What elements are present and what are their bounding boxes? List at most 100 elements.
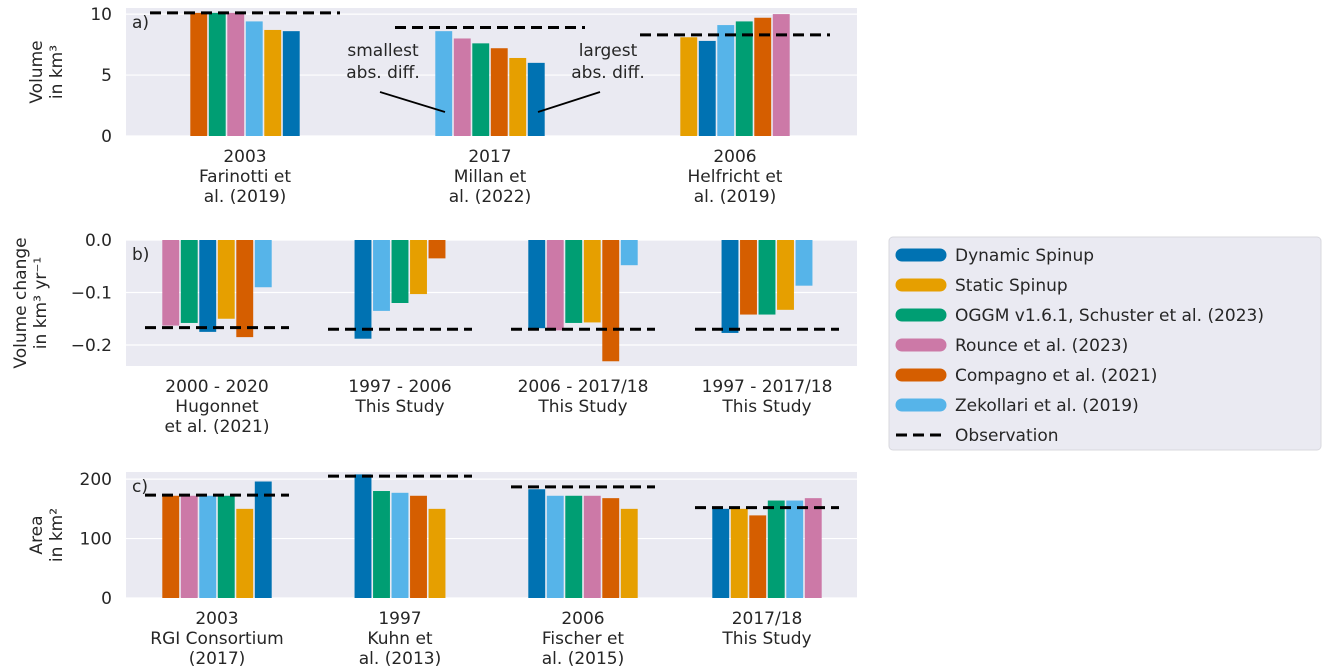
bar-rounce <box>227 12 245 136</box>
legend-label: Rounce et al. (2023) <box>955 336 1128 356</box>
category-label: Helfricht et <box>688 167 783 187</box>
legend-label: Dynamic Spinup <box>955 246 1094 266</box>
bar-rounce <box>583 495 601 598</box>
panel-label: a) <box>132 13 149 33</box>
annotation-pointer <box>379 91 446 113</box>
y-axis-label: in km² <box>47 508 67 562</box>
bar-compagno <box>162 495 180 598</box>
bar-dyn <box>527 62 545 136</box>
bar-zekollari <box>435 31 453 137</box>
bar-stat <box>410 240 427 295</box>
bar-compagno <box>428 240 446 259</box>
bar-oggm <box>565 240 583 323</box>
category-label: Kuhn et <box>367 629 432 649</box>
y-axis-label: Volume <box>27 40 47 103</box>
category-label: 2000 - 2020 <box>165 377 268 397</box>
annotation-text: abs. diff. <box>346 63 420 83</box>
bar-oggm <box>208 12 226 136</box>
bar-dyn <box>528 240 546 329</box>
category-label: al. (2019) <box>204 187 286 207</box>
bar-oggm <box>565 495 583 598</box>
bar-compagno <box>236 240 254 338</box>
category-label: Millan et <box>454 167 527 187</box>
bar-stat <box>730 508 748 598</box>
bar-rounce <box>546 240 564 331</box>
category-label: 2003 <box>223 147 266 167</box>
panel-b: 0.0 −0.1 −0.2 Volume change in km³ yr⁻¹ 2000 … <box>11 231 857 437</box>
bar-rounce <box>180 495 198 598</box>
bar-compagno <box>740 240 757 315</box>
bar-oggm <box>767 500 785 598</box>
y-tick-label: −0.1 <box>71 284 112 304</box>
y-tick-label: 0.0 <box>85 231 112 251</box>
bar-stat <box>217 240 235 319</box>
bar-compagno <box>190 12 208 136</box>
category-label: 1997 - 2017/18 <box>702 377 833 397</box>
bar-rounce <box>162 240 180 326</box>
category-label: (2017) <box>189 649 246 669</box>
bar-stat <box>680 37 698 136</box>
legend-label: Observation <box>955 426 1059 446</box>
bar-rounce <box>804 498 822 598</box>
category-label: 2006 <box>713 147 756 167</box>
bar-compagno <box>602 498 620 598</box>
bar-oggm <box>758 240 776 315</box>
y-axis-label: Area <box>27 515 47 554</box>
y-axis-label: Volume change <box>11 237 31 368</box>
bar-oggm <box>180 240 198 323</box>
annotation-pointer <box>537 91 601 113</box>
panel-label: b) <box>132 245 149 265</box>
bar-zekollari <box>245 21 263 136</box>
bar-zekollari <box>620 240 638 266</box>
y-tick-label: 0 <box>101 127 112 147</box>
bar-stat <box>264 29 282 137</box>
bar-stat <box>777 240 794 310</box>
bar-zekollari <box>199 495 217 598</box>
bar-stat <box>236 508 254 598</box>
annotation-text: abs. diff. <box>571 63 645 83</box>
bar-compagno <box>754 17 772 136</box>
category-label: al. (2013) <box>359 649 441 669</box>
legend: Dynamic Spinup Static Spinup OGGM v1.6.1, … <box>888 236 1322 451</box>
bar-oggm <box>735 21 753 136</box>
bar-compagno <box>749 515 767 598</box>
annotation-text: smallest <box>347 41 419 61</box>
y-tick-label: 5 <box>101 66 112 86</box>
bar-stat <box>509 57 527 136</box>
legend-label: OGGM v1.6.1, Schuster et al. (2023) <box>955 306 1264 326</box>
category-label: 2017 <box>468 147 511 167</box>
category-label: This Study <box>537 397 627 417</box>
category-label: 1997 - 2006 <box>348 377 451 397</box>
bar-dyn <box>721 240 739 333</box>
bar-dyn <box>199 240 217 332</box>
legend-label: Static Spinup <box>955 276 1068 296</box>
bar-dyn <box>282 31 300 137</box>
y-tick-label: 10 <box>90 5 112 25</box>
legend-label: Zekollari et al. (2019) <box>955 396 1139 416</box>
category-label: 2006 <box>561 609 604 629</box>
bar-dyn <box>698 40 716 136</box>
category-label: 1997 <box>378 609 421 629</box>
category-label: This Study <box>721 629 811 649</box>
bar-compagno <box>490 48 508 136</box>
category-label: Farinotti et <box>199 167 291 187</box>
bar-compagno <box>410 495 427 598</box>
category-label: RGI Consortium <box>150 629 283 649</box>
bar-stat <box>583 240 601 323</box>
y-tick-label: 200 <box>80 470 112 490</box>
category-label: Hugonnet <box>175 397 259 417</box>
bar-dyn <box>354 240 372 339</box>
bar-zekollari <box>373 240 390 311</box>
bar-oggm <box>391 240 409 303</box>
category-label: 2006 - 2017/18 <box>518 377 649 397</box>
y-tick-label: 0 <box>101 589 112 609</box>
bar-compagno <box>602 240 620 362</box>
category-label: al. (2022) <box>449 187 531 207</box>
bar-zekollari <box>546 495 564 598</box>
legend-label: Compagno et al. (2021) <box>955 366 1157 386</box>
y-tick-label: −0.2 <box>71 336 112 356</box>
category-label: Fischer et <box>542 629 625 649</box>
category-label: al. (2019) <box>694 187 776 207</box>
legend-box <box>888 236 1322 451</box>
